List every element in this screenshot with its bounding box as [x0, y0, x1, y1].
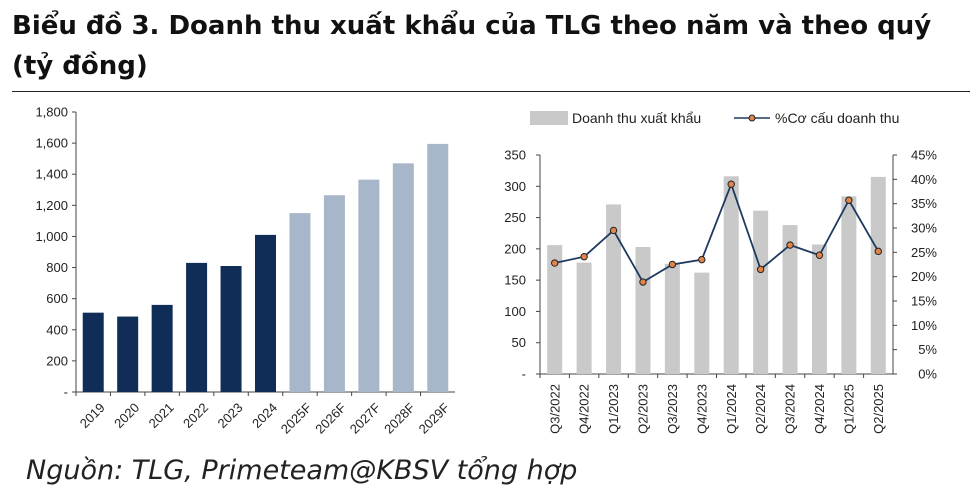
point-Q1/2025 — [845, 196, 853, 204]
source-note: Nguồn: TLG, Primeteam@KBSV tổng hợp — [26, 455, 578, 486]
bar-Q4/2024 — [811, 244, 827, 374]
legend-swatch-marker — [748, 114, 756, 122]
y-tick-label: 400 — [46, 322, 68, 337]
y-tick-label-left: 250 — [504, 210, 526, 225]
y-tick-label-right: 40% — [911, 172, 937, 187]
point-Q1/2023 — [609, 226, 618, 235]
legend-label-line: %Cơ cấu doanh thu — [775, 110, 899, 126]
point-Q4/2023 — [698, 255, 706, 264]
y-tick-label-right: 25% — [911, 245, 937, 260]
point-Q4/2022 — [580, 253, 588, 261]
y-tick-label-right: 35% — [911, 196, 937, 211]
bar-2028F — [392, 163, 414, 392]
bar-2024 — [255, 234, 276, 392]
bar-Q4/2023 — [694, 272, 710, 374]
y-tick-label: - — [64, 385, 68, 400]
x-tick-label: Q2/2025 — [871, 384, 886, 434]
x-tick-label: Q4/2024 — [812, 384, 827, 434]
y-tick-label: 1,600 — [35, 136, 68, 151]
y-tick-label: 1,000 — [35, 229, 68, 244]
y-tick-label: 600 — [46, 291, 68, 306]
bar-2021 — [151, 304, 173, 392]
title-divider — [12, 91, 970, 92]
x-tick-label: Q3/2023 — [665, 384, 680, 434]
bar-Q2/2024 — [753, 210, 769, 374]
bar-2019 — [82, 312, 104, 392]
bar-2020 — [117, 316, 139, 392]
x-tick-label: Q3/2024 — [783, 384, 798, 434]
point-Q2/2023 — [639, 278, 647, 286]
line-revenue-share — [554, 181, 880, 284]
y-tick-label-right: 20% — [911, 269, 937, 284]
point-Q2/2025 — [874, 247, 882, 256]
y-tick-label-left: - — [522, 367, 526, 382]
y-tick-label-left: 100 — [504, 304, 526, 319]
y-tick-label-right: 5% — [918, 342, 937, 357]
bar-2026F — [323, 195, 345, 392]
quarterly-export-revenue-chart: Doanh thu xuất khẩu %Cơ cấu doanh thu - 50 1… — [504, 110, 937, 434]
x-tick-label: Q4/2022 — [577, 384, 592, 434]
y-tick-label: 800 — [46, 260, 68, 275]
y-tick-label-right: 30% — [911, 221, 937, 236]
bar-Q2/2025 — [870, 176, 886, 374]
bar-2025F — [289, 213, 311, 392]
y-tick-label-right: 15% — [911, 294, 937, 309]
point-Q1/2024 — [727, 180, 735, 188]
x-tick-label: Q4/2023 — [694, 384, 709, 434]
x-tick-label: Q1/2025 — [841, 384, 856, 434]
x-tick-label: Q1/2023 — [606, 384, 621, 434]
bar-Q4/2022 — [576, 262, 592, 374]
point-Q3/2024 — [786, 241, 794, 249]
y-tick-label-right: 0% — [918, 367, 937, 382]
bar-Q1/2024 — [723, 176, 739, 374]
y-tick-label-left: 150 — [504, 273, 526, 288]
y-tick-label-left: 200 — [504, 241, 526, 256]
y-tick-label: 200 — [46, 353, 68, 368]
y-tick-label-left: 350 — [504, 148, 526, 163]
point-Q2/2024 — [756, 265, 765, 274]
annual-export-revenue-chart: -2004006008001,0001,2001,4001,6001,80020… — [35, 105, 455, 437]
bar-2029F — [427, 143, 449, 392]
y-tick-label-right: 45% — [911, 148, 937, 163]
bar-Q1/2025 — [841, 196, 857, 374]
y-tick-label-right: 10% — [911, 318, 937, 333]
x-tick-label: Q2/2024 — [753, 384, 768, 434]
point-Q4/2024 — [815, 251, 824, 259]
y-tick-label: 1,800 — [35, 105, 68, 120]
y-tick-label: 1,400 — [35, 167, 68, 182]
point-Q3/2022 — [551, 259, 559, 267]
x-tick-label: Q3/2022 — [547, 384, 562, 434]
bar-Q3/2024 — [782, 225, 798, 374]
y-tick-label-left: 50 — [512, 335, 526, 350]
chart-title: Biểu đồ 3. Doanh thu xuất khẩu của TLG t… — [12, 11, 932, 81]
x-tick-label: Q1/2024 — [724, 384, 739, 434]
bar-Q3/2023 — [664, 263, 680, 374]
bar-Q3/2022 — [547, 245, 563, 374]
point-Q3/2023 — [668, 260, 677, 269]
y-tick-label: 1,200 — [35, 198, 68, 213]
legend-swatch-bar — [530, 111, 568, 125]
y-tick-label-left: 300 — [504, 179, 526, 194]
legend-label-bar: Doanh thu xuất khẩu — [572, 110, 701, 126]
bar-Q2/2023 — [635, 246, 651, 374]
bar-2027F — [358, 179, 380, 392]
bar-Q1/2023 — [606, 204, 622, 374]
bar-2022 — [186, 262, 208, 392]
bar-2023 — [220, 266, 242, 392]
x-tick-label: Q2/2023 — [636, 384, 651, 434]
